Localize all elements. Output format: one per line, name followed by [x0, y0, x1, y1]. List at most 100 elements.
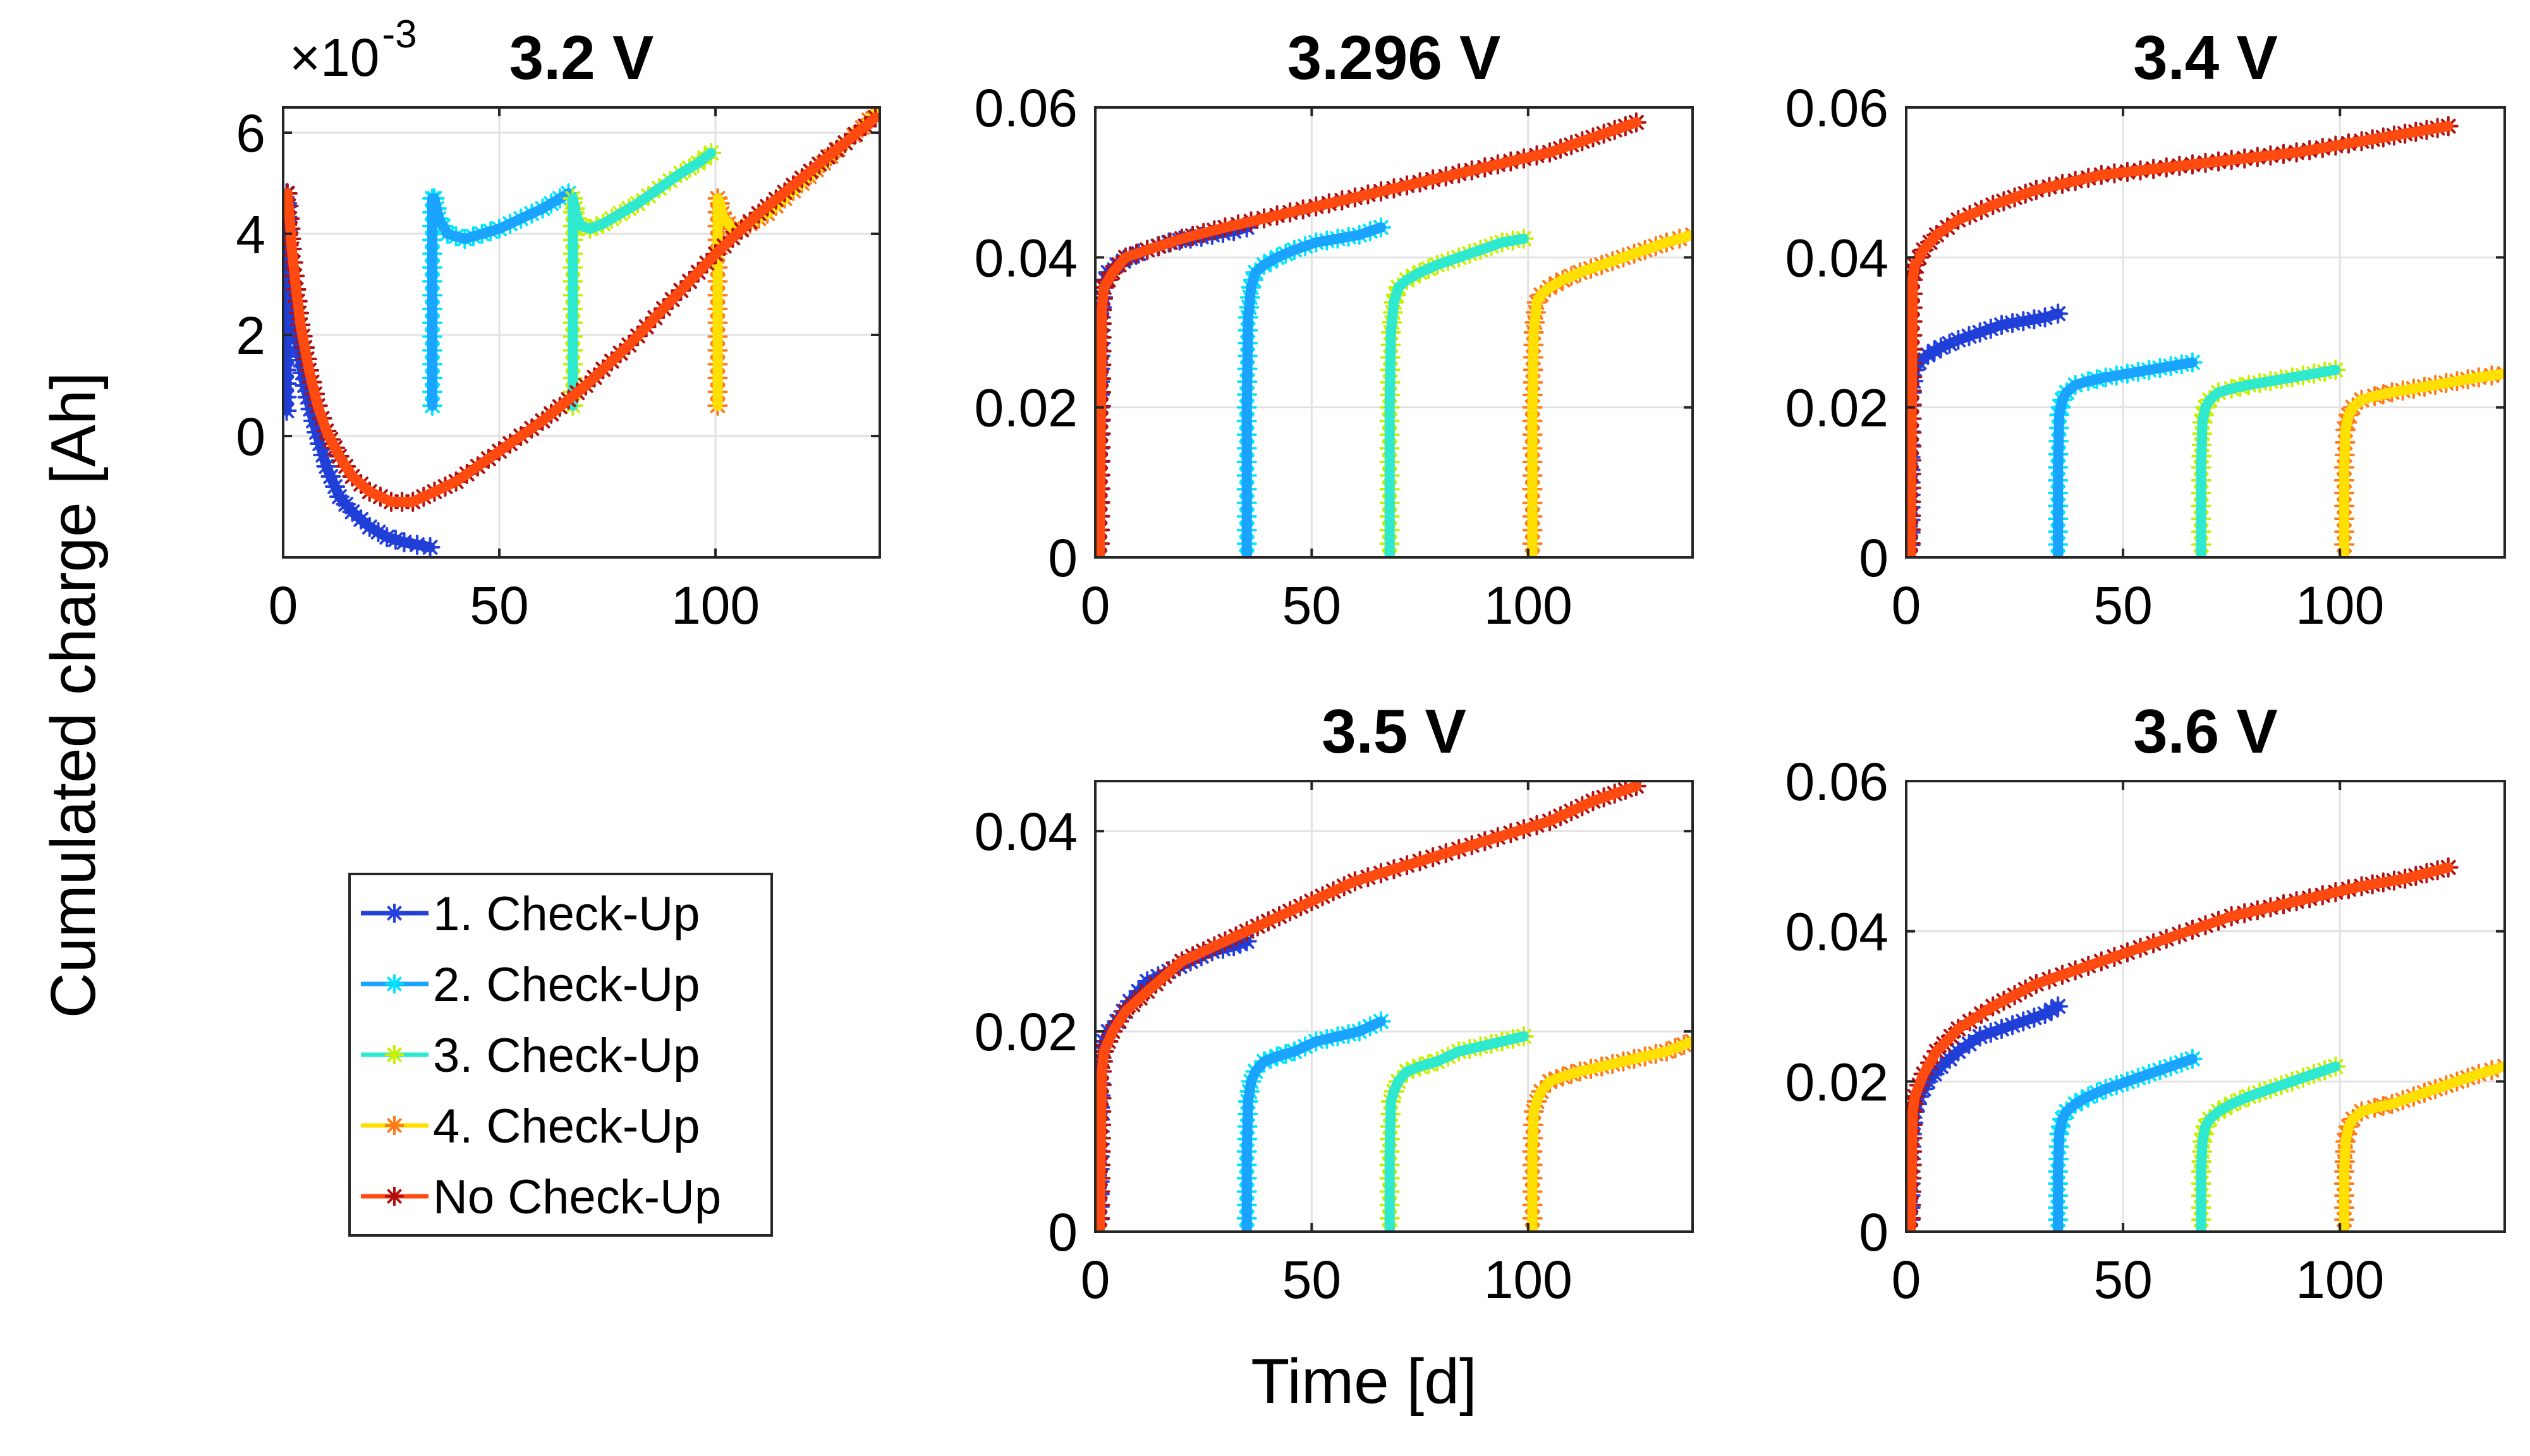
- figure-xlabel: Time [d]: [1251, 1346, 1476, 1417]
- series-line: [1906, 862, 2454, 1232]
- x-tick-label: 100: [1484, 576, 1572, 635]
- series-4-check-up: [2334, 1056, 2505, 1232]
- axes-box: [282, 106, 881, 559]
- legend-label: 1. Check-Up: [433, 887, 700, 941]
- y-tick-label: 0.02: [975, 379, 1078, 438]
- series-group: [1906, 116, 2505, 557]
- y-tick-label: 0.02: [975, 1002, 1078, 1062]
- series-line: [2053, 1053, 2198, 1232]
- x-tick-label: 0: [1081, 1250, 1110, 1309]
- axes-box: [1094, 106, 1694, 559]
- panel-title: 3.4 V: [2133, 23, 2278, 92]
- series-line: [1384, 233, 1529, 557]
- y-tick-label: 0: [1048, 528, 1078, 588]
- series-2-check-up: [2048, 1048, 2203, 1232]
- panel-4: 0 50 100 0 0.02 0.04 3.5 V: [975, 696, 1694, 1309]
- y-tick-label: 0: [1048, 1203, 1078, 1262]
- y-tick-label: 0.04: [975, 228, 1078, 288]
- y-tick-label: 0.06: [1785, 752, 1889, 811]
- legend-swatch-marker: [385, 1116, 404, 1135]
- series-4-check-up: [2334, 363, 2505, 557]
- plot-area: [283, 107, 880, 557]
- panel-1: 0 50 100 0 2 4 6 3.2 V ×10 -3: [236, 13, 881, 635]
- legend-label: No Check-Up: [433, 1170, 721, 1224]
- series-line: [1241, 1016, 1386, 1232]
- series-line: [1241, 222, 1386, 557]
- panel-title: 3.2 V: [509, 23, 654, 92]
- series-3-check-up: [2191, 1056, 2346, 1232]
- legend-label: 3. Check-Up: [433, 1029, 700, 1083]
- legend-item: 3. Check-Up: [361, 1029, 700, 1083]
- series-group: [1095, 781, 1693, 1232]
- x-tick-label: 100: [671, 576, 760, 635]
- y-tick-label: 0: [1859, 1203, 1888, 1262]
- legend-item: No Check-Up: [361, 1170, 721, 1224]
- x-tick-label: 100: [2296, 1250, 2384, 1309]
- legend-swatch-marker: [385, 1045, 404, 1064]
- series-2-check-up: [1236, 217, 1391, 557]
- panel-title: 3.5 V: [1322, 696, 1466, 766]
- legend-item: 2. Check-Up: [361, 958, 700, 1012]
- series-line: [1527, 1036, 1693, 1232]
- legend: 1. Check-Up 2. Check-Up 3. Check-Up 4. Chec…: [348, 873, 773, 1237]
- series-2-check-up: [2048, 352, 2203, 557]
- series-3-check-up: [1379, 1026, 1534, 1232]
- y-tick-label: 0: [1859, 528, 1888, 588]
- y-tick-label: 0: [236, 407, 265, 466]
- series-group: [1906, 857, 2505, 1232]
- panel-title: 3.6 V: [2133, 696, 2278, 766]
- series-line: [2339, 368, 2505, 557]
- x-tick-label: 50: [2093, 1250, 2152, 1309]
- exponent-label: ×10: [289, 28, 380, 87]
- x-tick-label: 0: [1892, 1250, 1921, 1309]
- y-tick-label: 6: [236, 104, 265, 163]
- series-line: [2196, 365, 2341, 557]
- x-tick-label: 0: [1892, 576, 1921, 635]
- series-no-check-up: [283, 107, 880, 512]
- y-tick-label: 0.02: [1785, 1052, 1889, 1112]
- legend-label: 4. Check-Up: [433, 1100, 700, 1153]
- series-3-check-up: [1379, 228, 1534, 557]
- series-no-check-up: [1095, 112, 1646, 557]
- series-2-check-up: [422, 183, 579, 416]
- series-no-check-up: [1095, 781, 1646, 1232]
- legend-item: 4. Check-Up: [361, 1100, 700, 1153]
- series-line: [1906, 121, 2454, 557]
- y-tick-label: 0.02: [1785, 379, 1889, 438]
- series-line: [283, 112, 880, 507]
- x-tick-label: 50: [470, 576, 528, 635]
- series-no-check-up: [1906, 857, 2459, 1232]
- legend-item: 1. Check-Up: [361, 887, 700, 941]
- figure-ylabel: Cumulated charge [Ah]: [38, 372, 109, 1019]
- legend-swatch-marker: [385, 1187, 404, 1206]
- series-group: [1095, 112, 1693, 557]
- x-tick-label: 50: [2093, 576, 2152, 635]
- axes-box: [1094, 780, 1694, 1233]
- panel-5: 0 50 100 0 0.02 0.04 0.06 3.6 V: [1785, 696, 2506, 1309]
- series-line: [1095, 781, 1641, 1232]
- y-tick-label: 0.04: [1785, 902, 1889, 962]
- series-line: [568, 148, 717, 411]
- axes-box: [1905, 780, 2506, 1233]
- panel-3: 0 50 100 0 0.02 0.04 0.06 3.4 V: [1785, 23, 2506, 635]
- y-tick-label: 0.06: [975, 78, 1078, 138]
- panel-title: 3.296 V: [1287, 23, 1501, 92]
- series-3-check-up: [2191, 360, 2346, 557]
- exponent-power: -3: [382, 13, 417, 56]
- series-line: [1384, 1031, 1529, 1232]
- series-line: [1527, 229, 1693, 557]
- series-4-check-up: [1522, 1031, 1693, 1232]
- y-tick-label: 0.04: [975, 802, 1078, 861]
- panel-2: 0 50 100 0 0.02 0.04 0.06 3.296 V: [975, 23, 1694, 635]
- y-tick-label: 0.06: [1785, 78, 1889, 138]
- legend-swatch-marker: [385, 904, 404, 923]
- series-2-check-up: [1236, 1011, 1391, 1232]
- y-tick-label: 2: [236, 306, 265, 365]
- series-line: [427, 188, 574, 411]
- axes-box: [1905, 106, 2506, 559]
- x-tick-label: 100: [2296, 576, 2384, 635]
- x-tick-label: 100: [1484, 1250, 1572, 1309]
- series-line: [1095, 117, 1641, 557]
- series-line: [2053, 357, 2198, 557]
